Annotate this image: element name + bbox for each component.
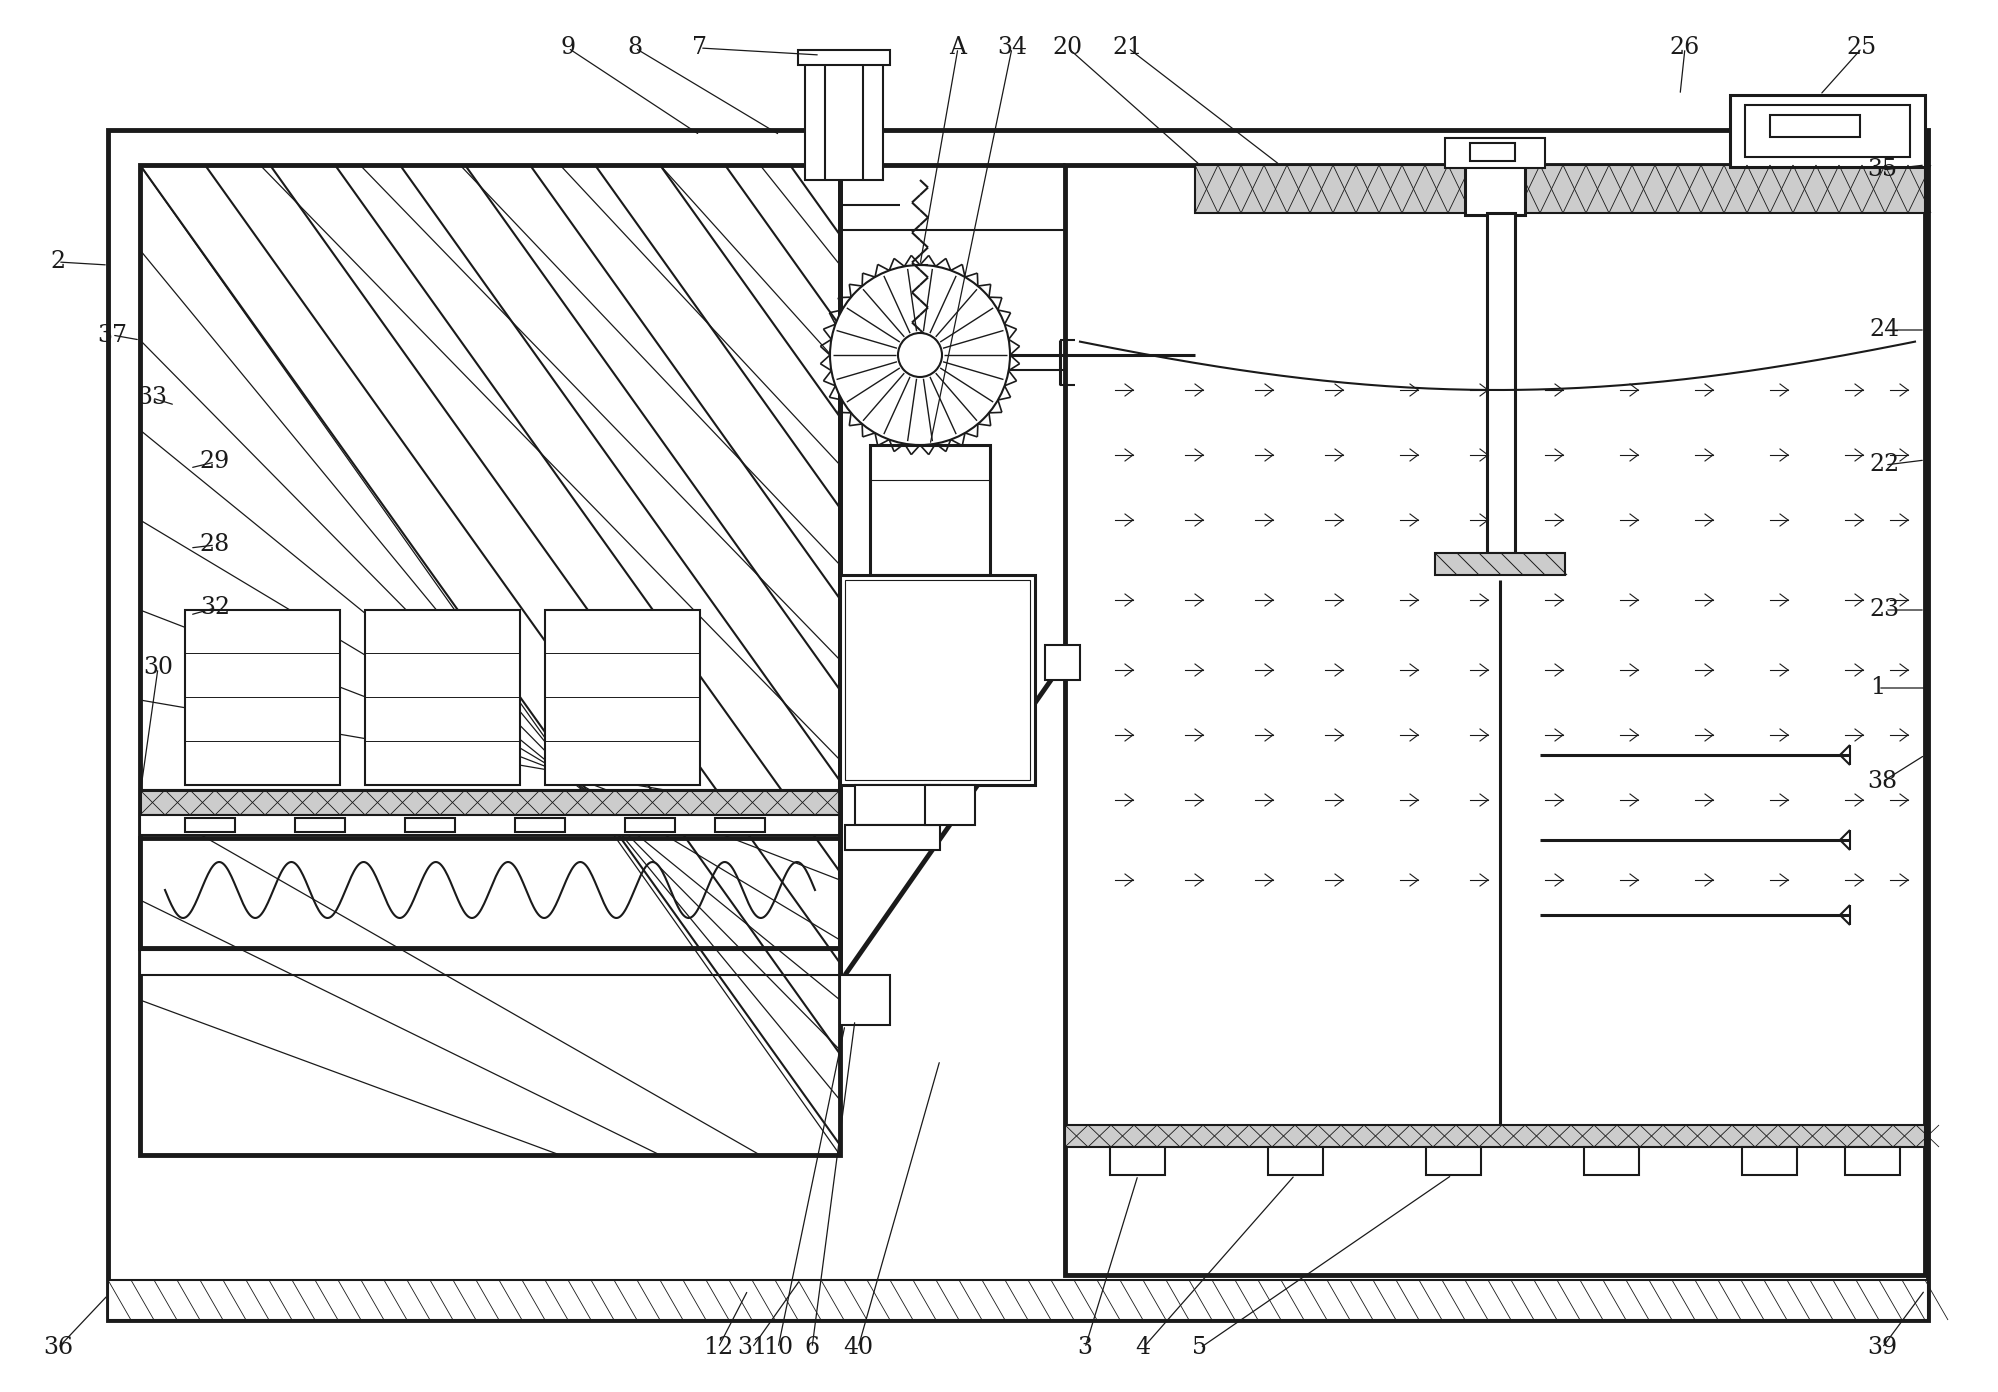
- Bar: [1065, 166, 1924, 1275]
- Bar: [1740, 1147, 1796, 1175]
- Bar: [1465, 166, 1524, 214]
- Bar: [855, 785, 939, 825]
- Bar: [140, 949, 839, 974]
- Bar: [797, 50, 889, 65]
- Text: 21: 21: [1113, 36, 1143, 60]
- Bar: [1768, 116, 1858, 136]
- Bar: [140, 814, 839, 835]
- Bar: [366, 610, 519, 785]
- Bar: [186, 610, 340, 785]
- Text: 2: 2: [50, 251, 66, 273]
- Bar: [1045, 644, 1079, 681]
- Text: A: A: [949, 36, 965, 60]
- Text: 26: 26: [1668, 36, 1698, 60]
- Bar: [1445, 138, 1544, 168]
- Text: 12: 12: [703, 1336, 733, 1360]
- Text: 7: 7: [691, 36, 707, 60]
- Text: 9: 9: [559, 36, 575, 60]
- Bar: [1109, 1147, 1165, 1175]
- Bar: [108, 129, 1926, 1320]
- Bar: [1065, 1125, 1924, 1147]
- Text: 4: 4: [1135, 1336, 1151, 1360]
- Bar: [545, 610, 699, 785]
- Text: 34: 34: [997, 36, 1027, 60]
- Text: 24: 24: [1868, 319, 1900, 341]
- Text: 25: 25: [1846, 36, 1876, 60]
- Text: 6: 6: [803, 1336, 819, 1360]
- Bar: [1728, 95, 1924, 167]
- Bar: [186, 818, 236, 832]
- Text: 1: 1: [1870, 677, 1884, 700]
- Bar: [1435, 553, 1564, 575]
- Text: 40: 40: [843, 1336, 873, 1360]
- Text: 8: 8: [627, 36, 641, 60]
- Text: 20: 20: [1053, 36, 1083, 60]
- Bar: [140, 166, 839, 1155]
- Text: 36: 36: [42, 1336, 74, 1360]
- Text: 29: 29: [200, 451, 230, 473]
- Bar: [108, 1281, 1926, 1320]
- Text: 35: 35: [1866, 159, 1896, 181]
- Bar: [1487, 213, 1514, 553]
- Bar: [1267, 1147, 1323, 1175]
- Bar: [625, 818, 675, 832]
- Text: 3: 3: [1077, 1336, 1093, 1360]
- Bar: [1425, 1147, 1481, 1175]
- Text: 37: 37: [98, 323, 128, 347]
- Bar: [1582, 1147, 1638, 1175]
- Bar: [140, 791, 839, 814]
- Text: 38: 38: [1866, 771, 1896, 793]
- Bar: [925, 785, 975, 825]
- Text: 39: 39: [1866, 1336, 1896, 1360]
- Text: 5: 5: [1193, 1336, 1207, 1360]
- Bar: [296, 818, 346, 832]
- Bar: [845, 580, 1029, 780]
- Bar: [1195, 166, 1924, 213]
- Bar: [845, 825, 939, 851]
- Circle shape: [897, 333, 941, 377]
- Bar: [1469, 143, 1514, 161]
- Text: 10: 10: [763, 1336, 793, 1360]
- Bar: [805, 56, 883, 180]
- Bar: [839, 575, 1035, 785]
- Bar: [406, 818, 456, 832]
- Bar: [1844, 1147, 1898, 1175]
- Text: 33: 33: [138, 387, 168, 409]
- Circle shape: [829, 264, 1009, 445]
- Bar: [140, 838, 839, 948]
- Text: 32: 32: [200, 597, 230, 619]
- Bar: [515, 818, 565, 832]
- Bar: [1744, 104, 1908, 157]
- Bar: [839, 974, 889, 1025]
- Text: 22: 22: [1868, 454, 1900, 476]
- Text: 31: 31: [737, 1336, 767, 1360]
- Text: 23: 23: [1868, 599, 1900, 621]
- Bar: [869, 445, 989, 575]
- Bar: [715, 818, 765, 832]
- Text: 30: 30: [144, 657, 174, 679]
- Text: 28: 28: [200, 533, 230, 557]
